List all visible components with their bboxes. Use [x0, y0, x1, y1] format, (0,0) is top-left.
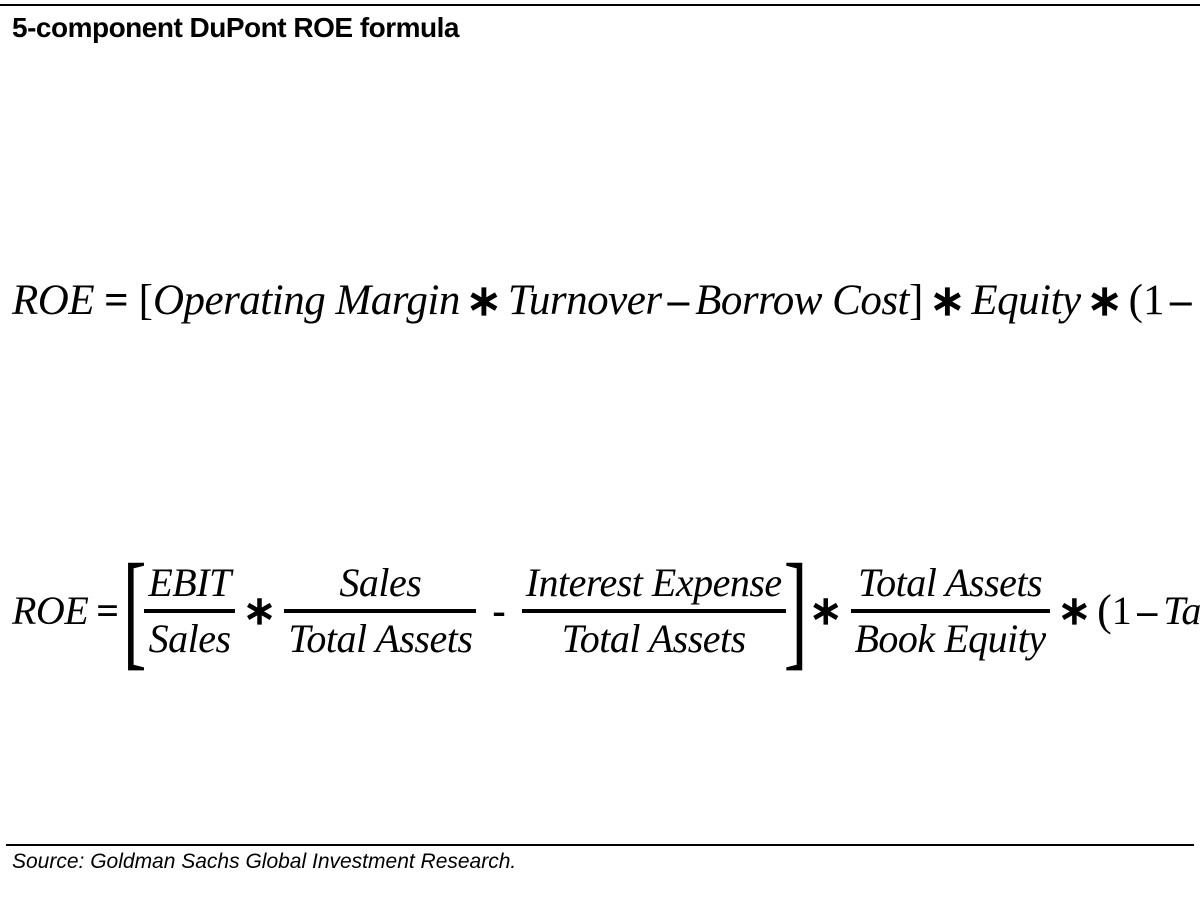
f2-frac-sales-totalassets: Sales Total Assets — [284, 557, 476, 665]
page-title: 5-component DuPont ROE formula — [12, 12, 459, 44]
source-text: Source: Goldman Sachs Global Investment … — [12, 850, 516, 874]
f2-eq: = — [88, 587, 127, 634]
f1-turnover: Turnover — [508, 276, 662, 325]
f2-lbracket: [ — [123, 565, 147, 656]
f2-op-minus: - — [478, 587, 519, 634]
f2-minus: – — [1131, 587, 1163, 634]
f2-lhs: ROE — [12, 587, 88, 634]
f1-op-minus: – — [662, 276, 696, 325]
f1-equity: Equity — [971, 276, 1080, 325]
f1-lparen: ( — [1129, 276, 1143, 325]
f2-frac-ebit-sales: EBIT Sales — [144, 557, 234, 665]
f1-lhs: ROE — [12, 276, 94, 325]
f2-frac-interest-totalassets: Interest Expense Total Assets — [522, 557, 786, 665]
f1-rbracket: ] — [909, 276, 923, 325]
top-rule — [0, 4, 1200, 6]
f1-eq: = — [94, 276, 139, 325]
f2-op-mult-2: ∗ — [803, 587, 849, 634]
f1-operating-margin: Operating Margin — [153, 276, 460, 325]
f1-op-mult-3: ∗ — [1081, 276, 1129, 326]
f2-frac-totalassets-bookequity: Total Assets Book Equity — [851, 557, 1050, 665]
f2-op-mult-1: ∗ — [237, 587, 283, 634]
f1-minus: – — [1164, 276, 1198, 325]
formula-area: ROE = [ Operating Margin ∗ Turnover – Bo… — [0, 140, 1200, 800]
f1-borrow-cost: Borrow Cost — [695, 276, 909, 325]
f1-lbracket: [ — [139, 276, 153, 325]
f1-op-mult-2: ∗ — [923, 276, 971, 326]
formula-line-1: ROE = [ Operating Margin ∗ Turnover – Bo… — [12, 276, 1188, 326]
f1-op-mult-1: ∗ — [460, 276, 508, 326]
formula-line-2: ROE = [ EBIT Sales ∗ Sales Total Assets … — [12, 557, 1188, 665]
f2-frac2-num: Sales — [335, 557, 425, 609]
f2-tax: Tax — [1163, 587, 1200, 634]
f1-one: 1 — [1143, 276, 1164, 325]
f2-frac3-num: Interest Expense — [522, 557, 786, 609]
f2-frac4-num: Total Assets — [854, 557, 1046, 609]
f2-frac4-den: Book Equity — [851, 613, 1050, 665]
f2-lparen: ( — [1097, 585, 1112, 636]
f2-frac3-den: Total Assets — [558, 613, 750, 665]
f2-frac2-den: Total Assets — [284, 613, 476, 665]
bottom-rule — [6, 844, 1194, 846]
f2-op-mult-3: ∗ — [1052, 587, 1098, 634]
f2-frac1-num: EBIT — [144, 557, 234, 609]
f2-rbracket: ] — [783, 565, 807, 656]
f2-one: 1 — [1112, 587, 1132, 634]
f2-frac1-den: Sales — [145, 613, 235, 665]
